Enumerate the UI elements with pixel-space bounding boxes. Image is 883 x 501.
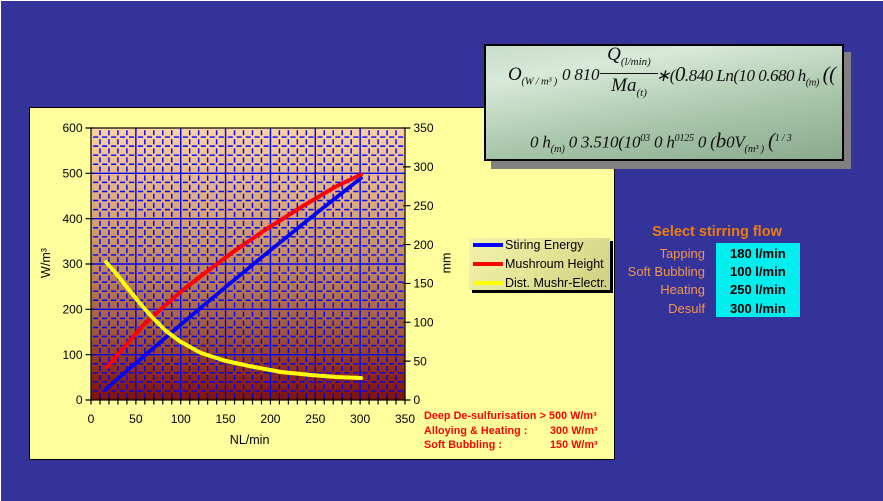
- svg-text:200: 200: [260, 412, 280, 426]
- svg-text:100: 100: [414, 315, 434, 329]
- svg-text:250: 250: [414, 199, 434, 213]
- svg-text:200: 200: [62, 303, 82, 317]
- svg-text:350: 350: [414, 121, 434, 135]
- svg-text:50: 50: [414, 354, 428, 368]
- svg-text:100: 100: [171, 412, 191, 426]
- svg-text:100: 100: [62, 348, 82, 362]
- svg-text:200: 200: [414, 238, 434, 252]
- svg-text:0: 0: [76, 393, 83, 407]
- svg-text:W/m³: W/m³: [39, 248, 53, 278]
- svg-text:300: 300: [62, 257, 82, 271]
- svg-text:600: 600: [62, 121, 82, 135]
- svg-text:150: 150: [414, 277, 434, 291]
- svg-text:0: 0: [414, 393, 421, 407]
- svg-text:50: 50: [129, 412, 143, 426]
- svg-text:500: 500: [62, 167, 82, 181]
- svg-text:mm: mm: [440, 253, 454, 274]
- svg-text:NL/min: NL/min: [230, 433, 270, 447]
- svg-text:250: 250: [305, 412, 325, 426]
- svg-text:0: 0: [88, 412, 95, 426]
- svg-text:350: 350: [395, 412, 415, 426]
- svg-text:300: 300: [414, 160, 434, 174]
- svg-text:400: 400: [62, 212, 82, 226]
- svg-text:300: 300: [350, 412, 370, 426]
- svg-text:150: 150: [216, 412, 236, 426]
